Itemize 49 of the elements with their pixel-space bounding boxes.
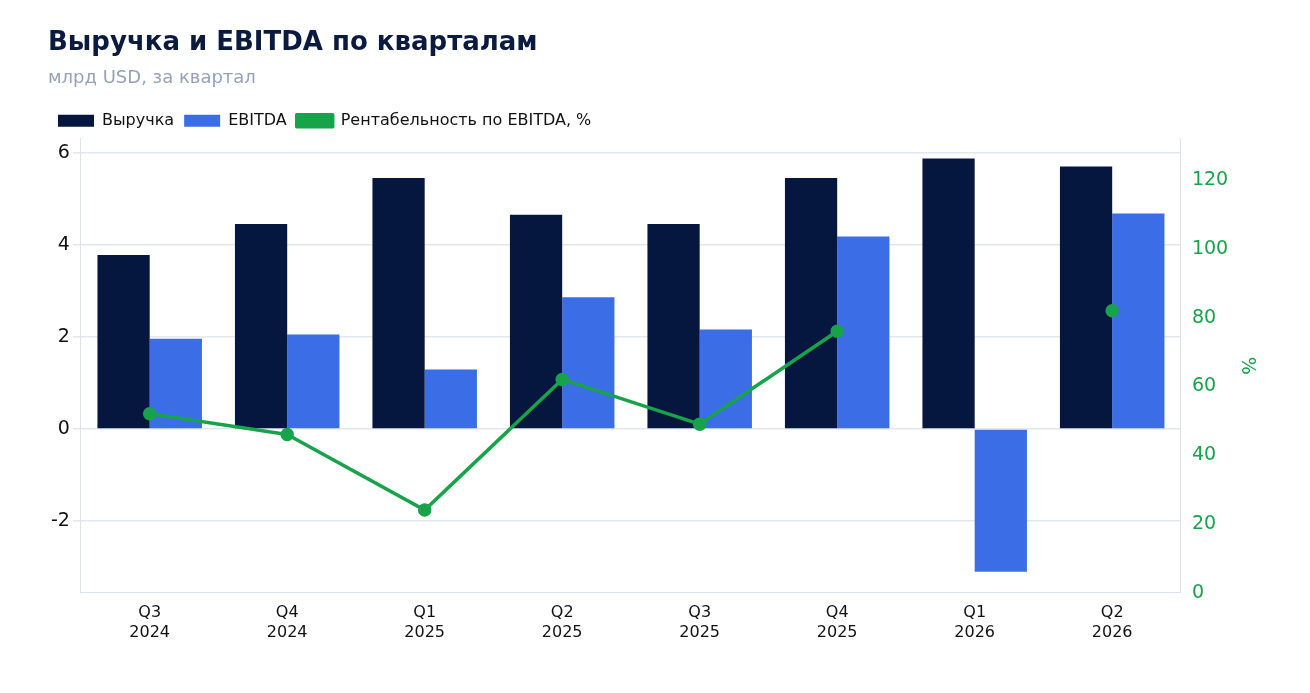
- bar: [509, 214, 563, 429]
- x-tick-label: Q4 2024: [266, 602, 308, 641]
- y2-tick-label: 0: [1191, 579, 1205, 602]
- bar: [922, 158, 975, 429]
- bar: [97, 254, 150, 429]
- bar: [974, 429, 1027, 572]
- legend-label: Выручка: [102, 109, 175, 129]
- y2-tick-label: 60: [1191, 373, 1217, 396]
- x-tick-label: Q3 2024: [129, 602, 171, 641]
- point: [692, 417, 707, 431]
- bar: [837, 236, 890, 429]
- bar: [562, 297, 615, 429]
- y-tick-label: 4: [57, 231, 70, 254]
- x-tick-label: Q1 2025: [404, 602, 446, 641]
- y2-tick-label: 80: [1191, 304, 1217, 327]
- y2-axis-title: %: [1237, 356, 1260, 375]
- bar: [647, 224, 700, 429]
- bar: [784, 177, 838, 429]
- bar: [372, 177, 425, 429]
- y-tick-label: 0: [57, 415, 70, 438]
- point: [280, 427, 294, 442]
- point: [830, 324, 844, 339]
- x-tick-label: Q2 2025: [541, 602, 583, 641]
- y2-tick-label: 100: [1191, 235, 1229, 258]
- chart-title: Выручка и EBITDA по кварталам: [48, 26, 538, 57]
- point: [1105, 303, 1119, 318]
- legend-label: EBITDA: [228, 109, 287, 129]
- x-tick-label: Q4 2025: [816, 602, 858, 641]
- point: [142, 407, 157, 421]
- bar: [1112, 213, 1165, 429]
- point: [555, 372, 569, 387]
- bar: [699, 329, 752, 429]
- bar: [149, 338, 202, 429]
- x-tick-label: Q3 2025: [679, 602, 721, 641]
- point: [417, 503, 432, 517]
- x-tick-label: Q1 2026: [954, 602, 996, 641]
- y2-tick-label: 40: [1191, 442, 1217, 465]
- y2-tick-label: 120: [1191, 166, 1229, 189]
- y-tick-label: -2: [50, 508, 70, 531]
- bar: [424, 369, 477, 429]
- x-tick-label: Q2 2026: [1091, 602, 1133, 641]
- bar: [234, 224, 288, 429]
- y-tick-label: 6: [57, 139, 70, 162]
- y2-tick-label: 20: [1191, 510, 1217, 533]
- legend-label: Рентабельность по EBITDA, %: [340, 109, 592, 129]
- y-tick-label: 2: [57, 323, 70, 346]
- chart-subtitle: млрд USD, за квартал: [48, 65, 256, 87]
- bar: [287, 334, 340, 429]
- bar: [1059, 166, 1113, 429]
